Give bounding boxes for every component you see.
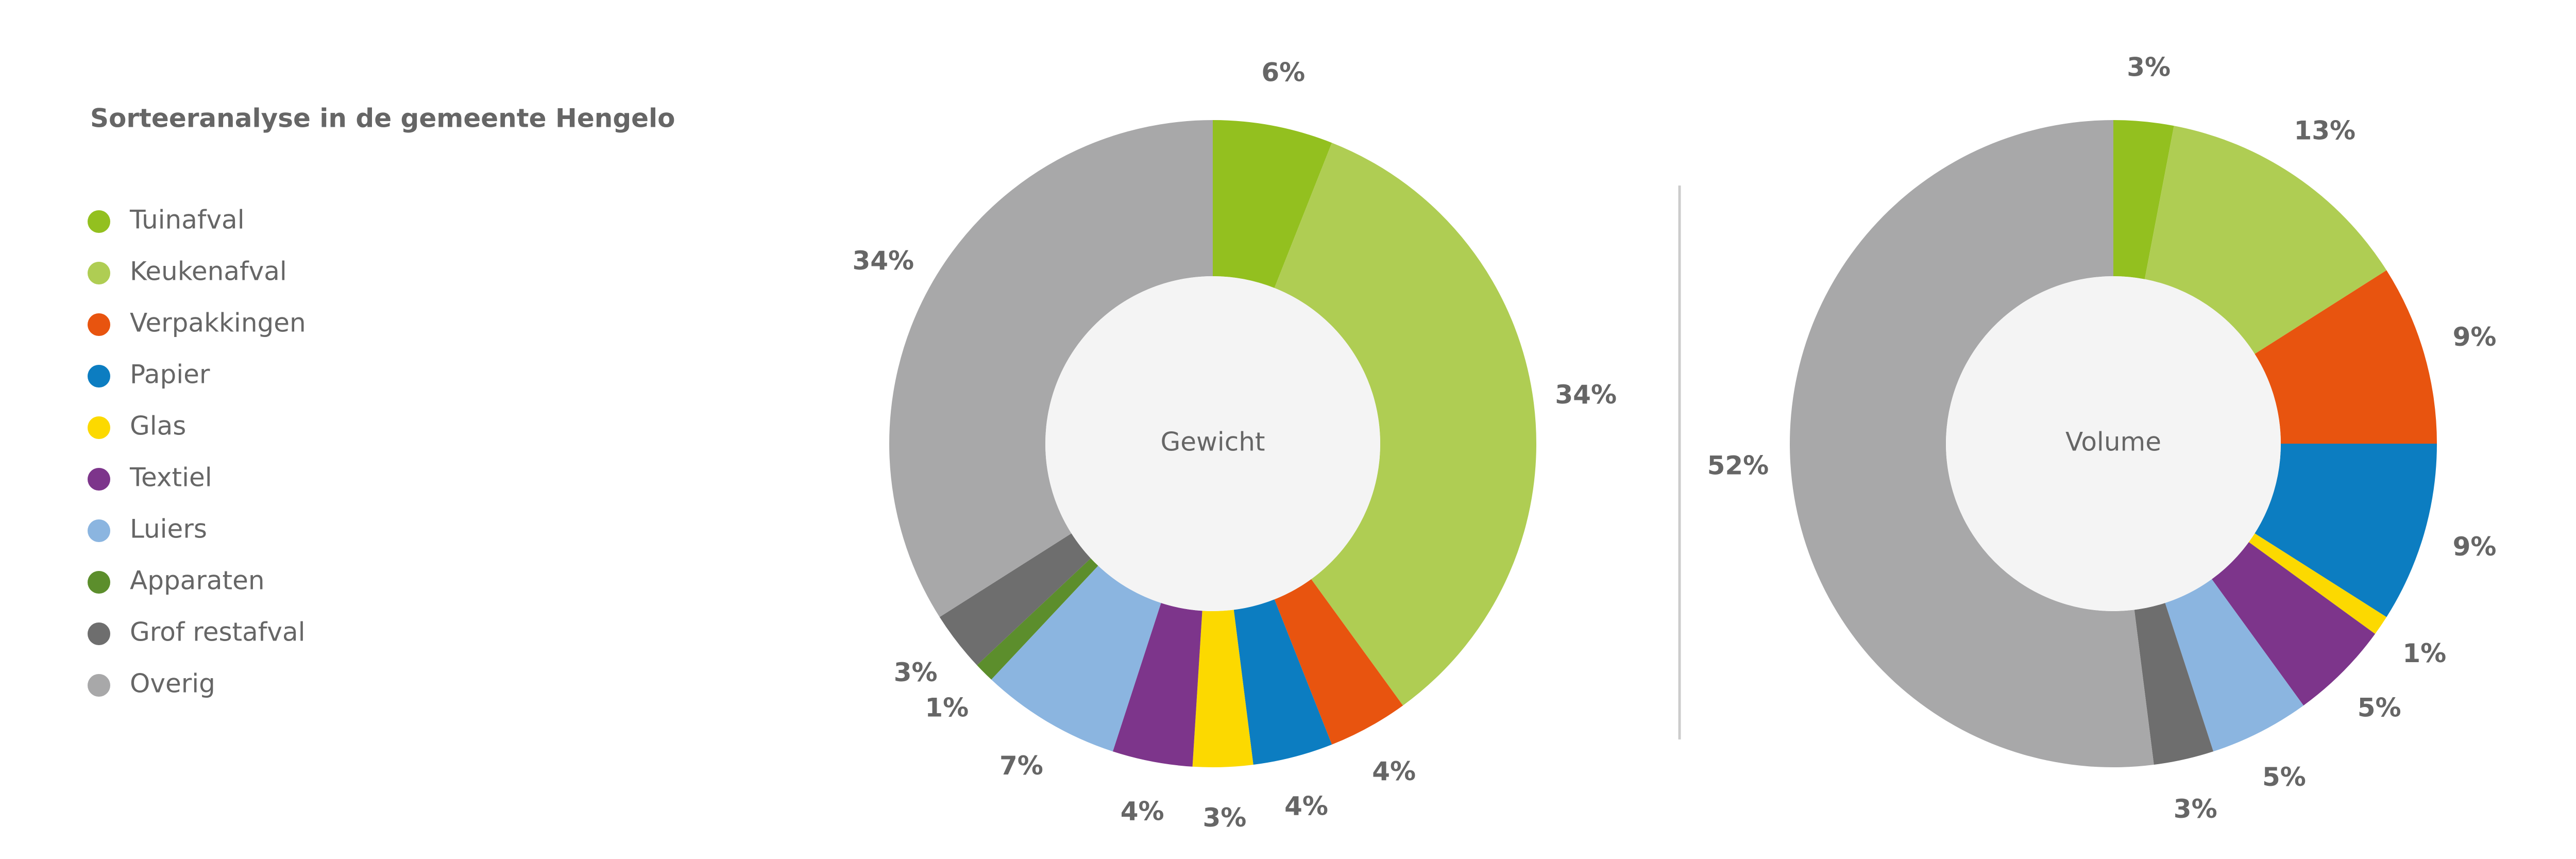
value-label: 34%	[852, 246, 914, 276]
donut-hole	[1946, 276, 2281, 611]
legend-label: Grof restafval	[130, 617, 306, 647]
value-label: 3%	[2127, 53, 2171, 82]
slice	[2248, 533, 2387, 634]
legend-swatch	[88, 571, 110, 594]
legend-label: Tuinafval	[129, 205, 245, 235]
slice	[2113, 120, 2174, 279]
legend-label: Textiel	[129, 463, 212, 493]
slice	[1274, 579, 1403, 745]
legend-label: Glas	[130, 411, 186, 441]
legend-swatch	[88, 674, 110, 697]
slice	[2144, 126, 2387, 354]
slice	[1112, 603, 1202, 767]
slice	[939, 533, 1091, 665]
chart-title: Sorteeranalyse in de gemeente Hengelo	[90, 104, 675, 133]
value-label: 3%	[2174, 794, 2217, 824]
value-label: 3%	[894, 658, 938, 687]
legend-label: Apparaten	[130, 566, 265, 596]
legend-label: Overig	[130, 669, 215, 699]
slice	[2255, 444, 2437, 617]
slice	[2212, 542, 2376, 706]
slice	[991, 565, 1161, 752]
center-label: Gewicht	[1160, 427, 1265, 457]
value-label: 52%	[1707, 450, 1769, 480]
legend-label: Keukenafval	[130, 257, 287, 287]
value-label: 4%	[1372, 756, 1416, 786]
slice	[1789, 120, 2154, 768]
slice	[1192, 610, 1253, 767]
slice	[1233, 599, 1332, 765]
value-label: 4%	[1284, 791, 1328, 821]
value-label: 9%	[2453, 532, 2497, 562]
value-label: 34%	[1555, 380, 1617, 410]
legend-label: Luiers	[130, 514, 207, 544]
slice	[2165, 579, 2304, 752]
legend-swatch	[88, 416, 110, 439]
legend-swatch	[88, 365, 110, 388]
value-label: 5%	[2262, 762, 2306, 792]
value-label: 3%	[1202, 803, 1246, 833]
value-label: 4%	[1121, 797, 1164, 827]
legend-swatch	[88, 468, 110, 491]
slice	[1213, 120, 1332, 288]
value-label: 9%	[2453, 322, 2497, 352]
legend-swatch	[88, 622, 110, 645]
slice	[977, 558, 1098, 680]
value-label: 6%	[1261, 57, 1305, 87]
slice	[2255, 270, 2437, 444]
legend-label: Verpakkingen	[130, 308, 306, 338]
value-label: 1%	[925, 693, 969, 723]
value-label: 1%	[2402, 638, 2446, 668]
donut-hole	[1045, 276, 1380, 611]
legend-swatch	[88, 519, 110, 542]
slice	[889, 120, 1213, 617]
legend-swatch	[88, 210, 110, 233]
legend-swatch	[88, 313, 110, 336]
slice	[2134, 603, 2214, 765]
value-label: 5%	[2358, 693, 2401, 723]
legend-swatch	[88, 262, 110, 284]
center-label: Volume	[2065, 427, 2161, 457]
legend-label: Papier	[130, 360, 210, 390]
value-label: 7%	[999, 751, 1043, 781]
slice	[1274, 143, 1536, 706]
value-label: 13%	[2294, 116, 2355, 146]
